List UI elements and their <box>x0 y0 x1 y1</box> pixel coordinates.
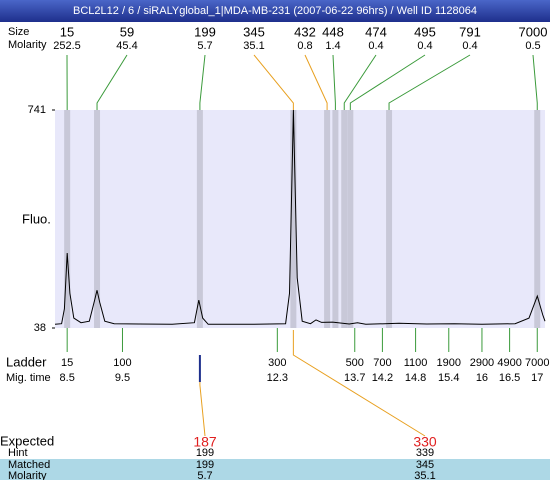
ladder-time: 16.5 <box>499 372 520 384</box>
ladder-size: 1100 <box>404 357 428 369</box>
matched-value: 345 <box>416 459 434 471</box>
ladder-time: 12.3 <box>267 372 288 384</box>
peak-size: 345 <box>243 24 265 39</box>
peak-size: 448 <box>322 24 344 39</box>
peak-band <box>290 110 297 328</box>
ladder-size: 4900 <box>497 357 521 369</box>
peak-connector <box>304 54 328 110</box>
peak-connector <box>199 54 206 110</box>
hint-value: 199 <box>196 447 214 459</box>
expected-connector <box>292 330 426 437</box>
ladder-time: 13.7 <box>344 372 365 384</box>
ladder-size: 2900 <box>470 357 494 369</box>
molarity-value: 35.1 <box>414 470 435 480</box>
peak-molarity: 0.4 <box>368 40 383 52</box>
ladder-size: 100 <box>113 357 131 369</box>
peak-size: 432 <box>294 24 316 39</box>
peak-molarity: 5.7 <box>197 40 212 52</box>
peak-size: 59 <box>120 24 134 39</box>
row-label: Size <box>8 26 29 38</box>
molarity-value: 5.7 <box>197 470 212 480</box>
trace <box>54 109 546 325</box>
peak-connector <box>349 54 426 110</box>
peak-molarity: 35.1 <box>243 40 264 52</box>
peak-band <box>347 110 354 328</box>
peak-connector <box>253 54 294 110</box>
peak-molarity: 1.4 <box>325 40 340 52</box>
peak-connector <box>388 54 471 110</box>
matched-band <box>0 459 550 480</box>
row-label: Molarity <box>8 470 47 480</box>
row-label: Hint <box>8 447 28 459</box>
expected-value: 187 <box>193 434 217 450</box>
peak-molarity: 0.4 <box>417 40 432 52</box>
ladder-size: 7000 <box>525 357 549 369</box>
y-tick-label: 741 <box>28 104 46 116</box>
peak-size: 199 <box>194 24 216 39</box>
title-bar <box>0 0 550 22</box>
ladder-time: 9.5 <box>115 372 130 384</box>
expected-connector <box>199 382 206 437</box>
peak-molarity: 252.5 <box>53 40 81 52</box>
row-label: Expected <box>0 433 54 448</box>
peak-size: 474 <box>365 24 387 39</box>
peak-size: 495 <box>414 24 436 39</box>
peak-band <box>534 110 541 328</box>
hint-value: 339 <box>416 447 434 459</box>
peak-band <box>341 110 348 328</box>
peak-connector <box>532 54 538 110</box>
peak-band <box>324 110 331 328</box>
plot-area <box>55 110 545 328</box>
peak-molarity: 0.8 <box>297 40 312 52</box>
ladder-size: 300 <box>268 357 286 369</box>
ladder-time: 17 <box>531 372 543 384</box>
peak-band <box>386 110 393 328</box>
row-label: Mig. time <box>6 372 51 384</box>
peak-molarity: 45.4 <box>116 40 137 52</box>
matched-value: 199 <box>196 459 214 471</box>
ladder-size: 1900 <box>437 357 461 369</box>
row-label: Molarity <box>8 39 47 51</box>
peak-band <box>94 110 101 328</box>
peak-connector <box>343 54 377 110</box>
expected-value: 330 <box>413 434 437 450</box>
ladder-size: 700 <box>373 357 391 369</box>
ladder-time: 15.4 <box>438 372 459 384</box>
peak-band <box>196 110 203 328</box>
title: BCL2L12 / 6 / siRALYglobal_1|MDA-MB-231 … <box>73 5 477 17</box>
peak-connector <box>332 54 336 110</box>
ladder-size: 15 <box>61 357 73 369</box>
ladder-time: 16 <box>476 372 488 384</box>
peak-size: 7000 <box>519 24 548 39</box>
ladder-size: 500 <box>346 357 364 369</box>
peak-connector <box>96 54 128 110</box>
row-label: Ladder <box>6 354 47 369</box>
ladder-time: 14.8 <box>405 372 426 384</box>
y-tick-label: 38 <box>34 322 46 334</box>
row-label: Matched <box>8 459 50 471</box>
ladder-time: 8.5 <box>60 372 75 384</box>
y-axis-label: Fluo. <box>22 211 51 226</box>
peak-band <box>64 110 71 328</box>
peak-molarity: 0.4 <box>462 40 477 52</box>
peak-band <box>332 110 339 328</box>
peak-size: 791 <box>459 24 481 39</box>
peak-molarity: 0.5 <box>525 40 540 52</box>
peak-size: 15 <box>60 24 74 39</box>
ladder-time: 14.2 <box>372 372 393 384</box>
